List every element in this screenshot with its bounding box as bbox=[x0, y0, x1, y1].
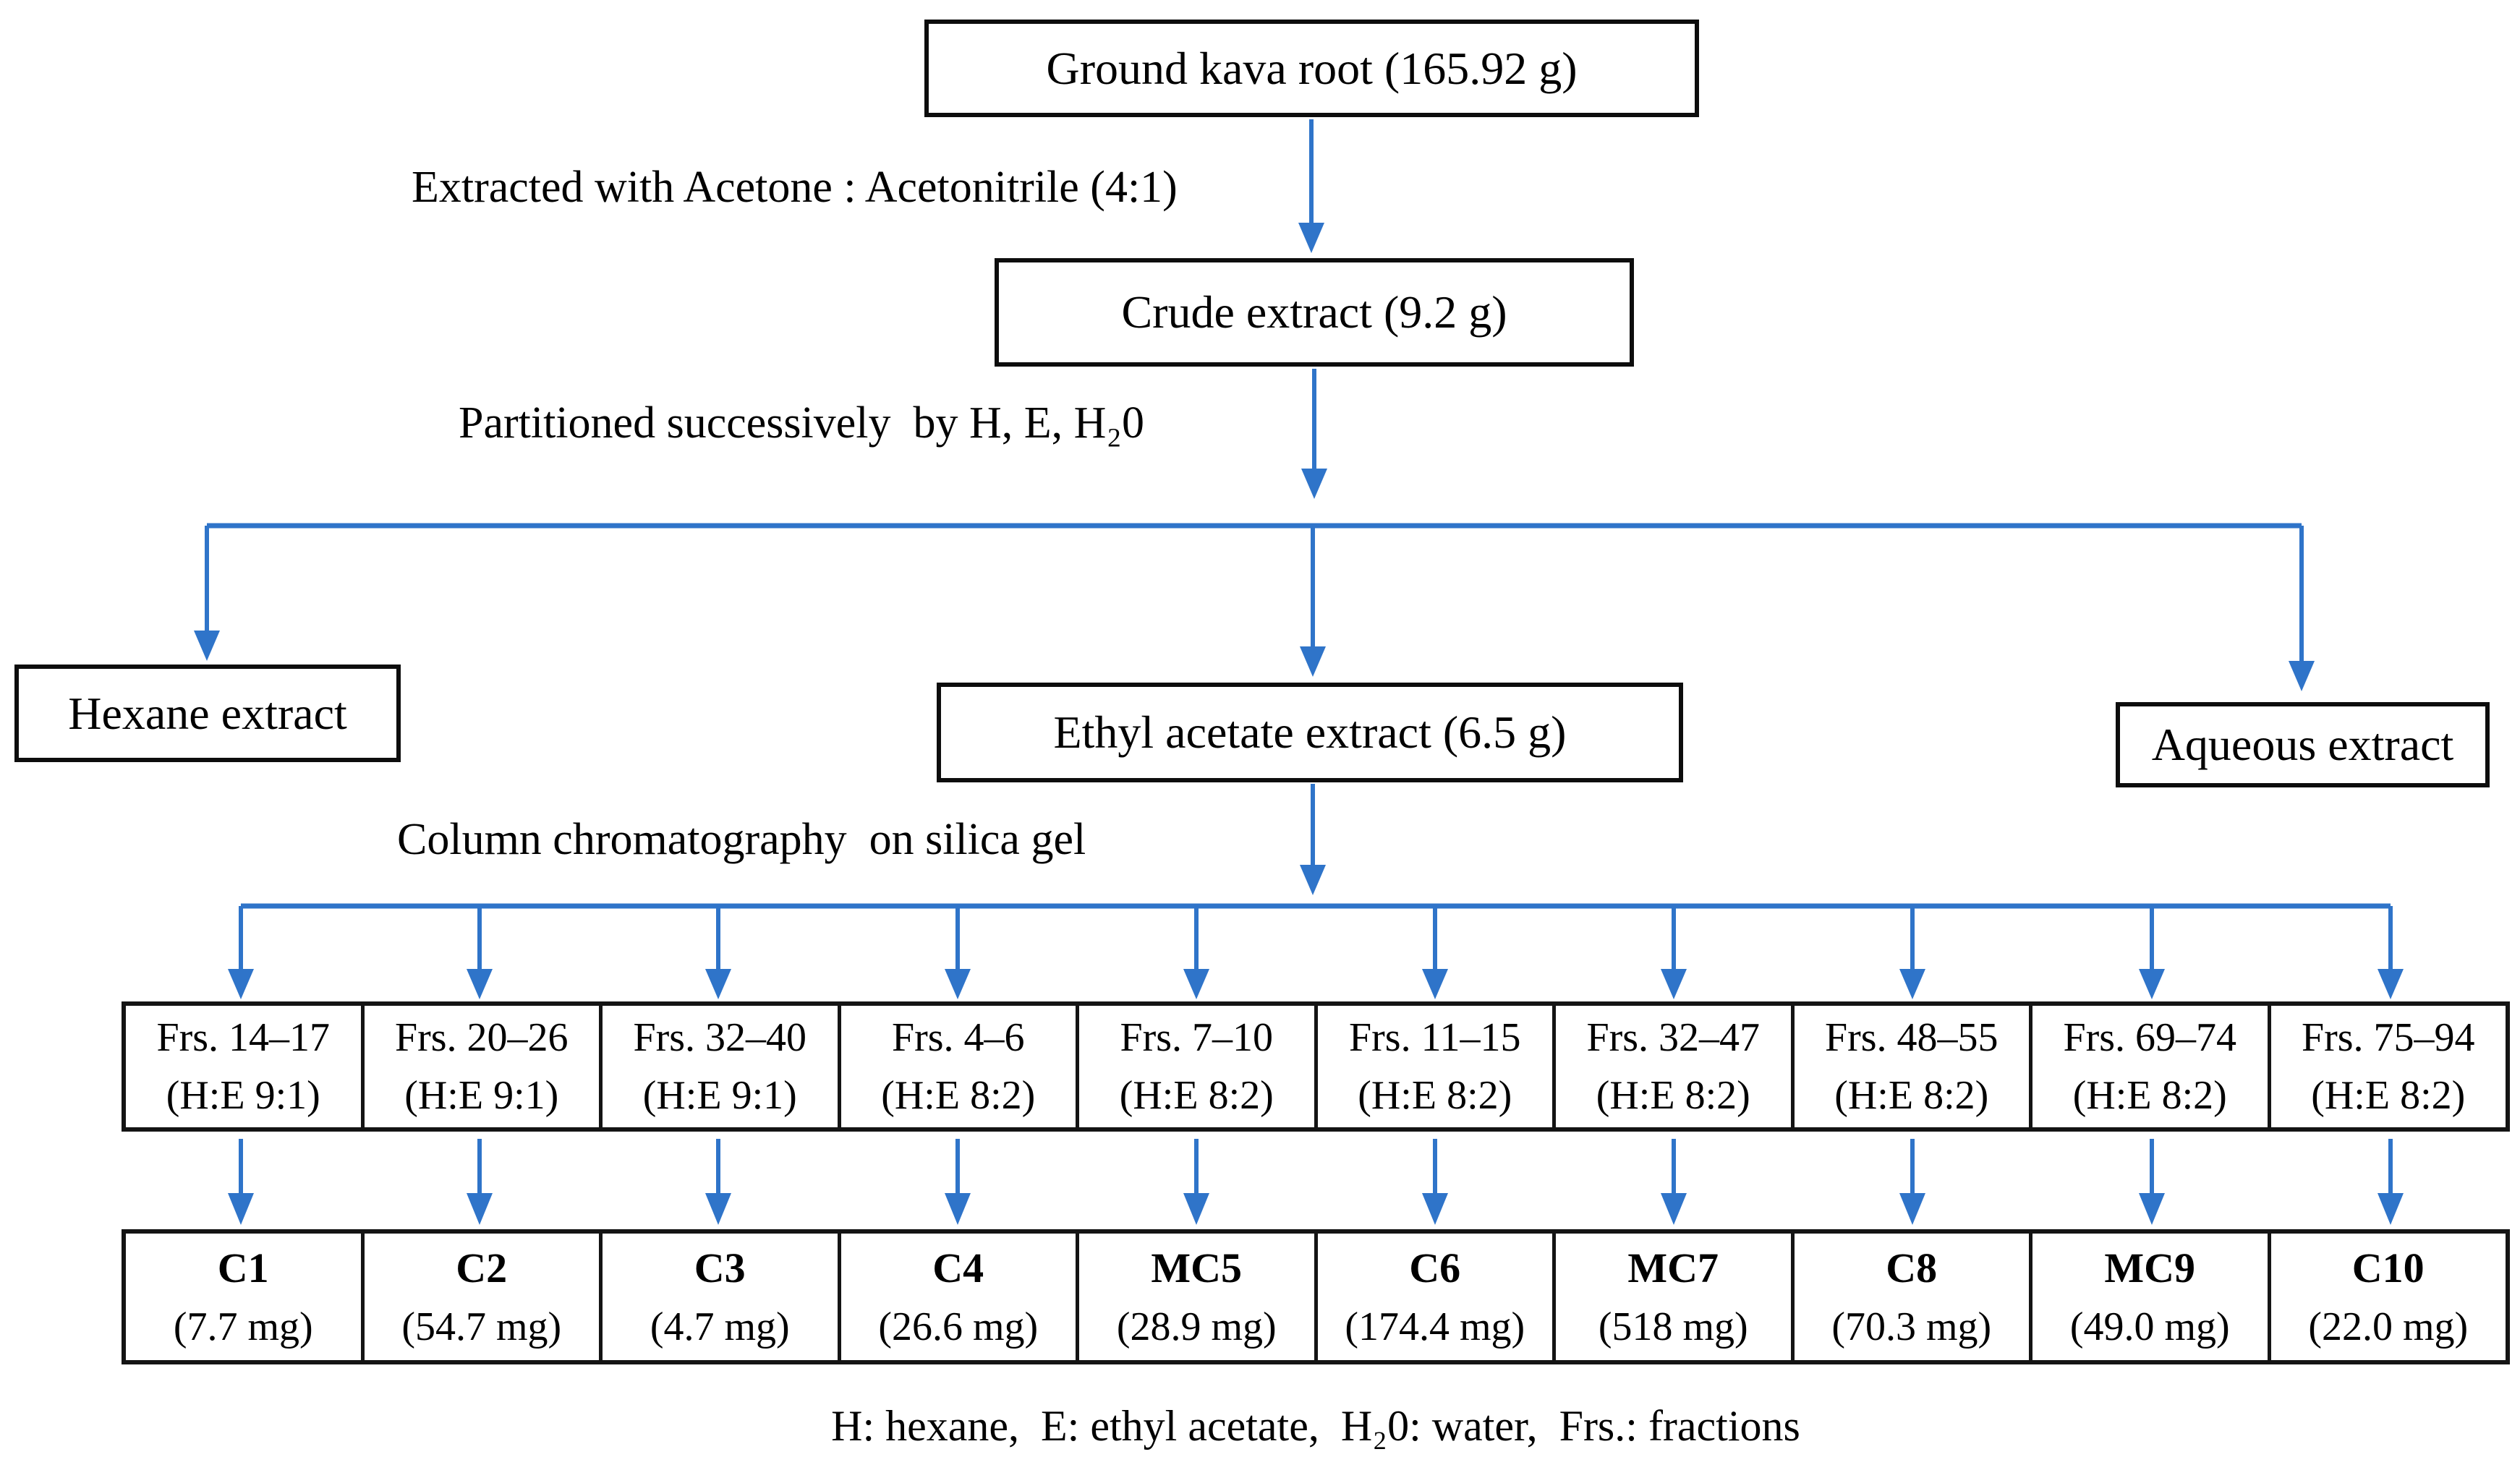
fraction-row: Frs. 14–17 (H:E 9:1) Frs. 20–26 (H:E 9:1… bbox=[122, 1001, 2510, 1132]
fraction-solvent: (H:E 8:2) bbox=[1358, 1073, 1512, 1118]
fraction-solvent: (H:E 8:2) bbox=[2072, 1073, 2227, 1118]
arrows-fractions-to-compounds bbox=[228, 1139, 2404, 1225]
fraction-cell: Frs. 20–26 (H:E 9:1) bbox=[360, 1006, 600, 1127]
compound-cell: MC7 (518 mg) bbox=[1552, 1234, 1791, 1360]
arrow-branch-to-hexane bbox=[194, 526, 220, 661]
fraction-range: Frs. 69–74 bbox=[2063, 1015, 2237, 1060]
step-label-extraction: Extracted with Acetone : Acetonitrile (4… bbox=[412, 163, 1178, 212]
fraction-range: Frs. 20–26 bbox=[394, 1015, 569, 1060]
arrow-ethyl-to-branch bbox=[1300, 784, 1326, 895]
node-hexane-extract: Hexane extract bbox=[14, 665, 401, 762]
compound-name: C4 bbox=[932, 1244, 984, 1291]
fraction-range: Frs. 7–10 bbox=[1120, 1015, 1274, 1060]
compound-cell: C6 (174.4 mg) bbox=[1314, 1234, 1553, 1360]
compound-mass: (26.6 mg) bbox=[878, 1304, 1039, 1349]
node-label: Ground kava root (165.92 g) bbox=[1046, 42, 1578, 94]
fraction-solvent: (H:E 9:1) bbox=[642, 1073, 797, 1118]
fraction-solvent: (H:E 8:2) bbox=[1596, 1073, 1750, 1118]
compound-name: MC7 bbox=[1627, 1244, 1719, 1291]
compound-name: C2 bbox=[456, 1244, 508, 1291]
compound-name: C1 bbox=[217, 1244, 269, 1291]
compound-name: C10 bbox=[2351, 1244, 2425, 1291]
compound-name: MC5 bbox=[1151, 1244, 1243, 1291]
compound-mass: (7.7 mg) bbox=[173, 1304, 313, 1349]
compound-mass: (518 mg) bbox=[1598, 1304, 1748, 1349]
node-label: Crude extract (9.2 g) bbox=[1121, 286, 1507, 338]
arrows-branch-to-fractions bbox=[228, 906, 2404, 999]
fraction-cell: Frs. 7–10 (H:E 8:2) bbox=[1076, 1006, 1314, 1127]
compound-cell: C2 (54.7 mg) bbox=[360, 1234, 600, 1360]
fraction-solvent: (H:E 8:2) bbox=[2311, 1073, 2466, 1118]
fraction-cell: Frs. 4–6 (H:E 8:2) bbox=[837, 1006, 1076, 1127]
fraction-range: Frs. 14–17 bbox=[156, 1015, 331, 1060]
compound-name: C3 bbox=[694, 1244, 746, 1291]
compound-name: C8 bbox=[1886, 1244, 1938, 1291]
fraction-range: Frs. 32–47 bbox=[1586, 1015, 1761, 1060]
compound-cell: MC9 (49.0 mg) bbox=[2029, 1234, 2268, 1360]
compound-cell: C4 (26.6 mg) bbox=[837, 1234, 1076, 1360]
fraction-range: Frs. 4–6 bbox=[891, 1015, 1025, 1060]
fraction-range: Frs. 11–15 bbox=[1348, 1015, 1521, 1060]
fraction-solvent: (H:E 9:1) bbox=[166, 1073, 320, 1118]
compound-mass: (49.0 mg) bbox=[2069, 1304, 2230, 1349]
compound-mass: (174.4 mg) bbox=[1345, 1304, 1525, 1349]
node-ground-kava-root: Ground kava root (165.92 g) bbox=[924, 20, 1699, 117]
fraction-solvent: (H:E 9:1) bbox=[404, 1073, 559, 1118]
compound-row: C1 (7.7 mg) C2 (54.7 mg) C3 (4.7 mg) C4 … bbox=[122, 1229, 2510, 1364]
node-label: Hexane extract bbox=[68, 687, 347, 739]
fraction-cell: Frs. 32–47 (H:E 8:2) bbox=[1552, 1006, 1791, 1127]
compound-cell: MC5 (28.9 mg) bbox=[1076, 1234, 1314, 1360]
arrow-branch-to-aqueous bbox=[2289, 526, 2315, 691]
compound-mass: (22.0 mg) bbox=[2308, 1304, 2469, 1349]
legend-text: H: hexane, E: ethyl acetate, H₂0: water,… bbox=[831, 1402, 1800, 1450]
compound-cell: C10 (22.0 mg) bbox=[2267, 1234, 2506, 1360]
fraction-cell: Frs. 69–74 (H:E 8:2) bbox=[2029, 1006, 2268, 1127]
compound-mass: (4.7 mg) bbox=[650, 1304, 790, 1349]
compound-name: C6 bbox=[1409, 1244, 1461, 1291]
fraction-cell: Frs. 11–15 (H:E 8:2) bbox=[1314, 1006, 1553, 1127]
node-crude-extract: Crude extract (9.2 g) bbox=[995, 258, 1634, 367]
arrow-branch-to-ethyl bbox=[1300, 526, 1326, 677]
compound-cell: C8 (70.3 mg) bbox=[1790, 1234, 2030, 1360]
node-label: Ethyl acetate extract (6.5 g) bbox=[1053, 706, 1567, 758]
step-label-partition: Partitioned successively by H, E, H₂0 bbox=[459, 398, 1145, 448]
compound-mass: (54.7 mg) bbox=[401, 1304, 562, 1349]
fraction-cell: Frs. 75–94 (H:E 8:2) bbox=[2267, 1006, 2506, 1127]
fraction-range: Frs. 32–40 bbox=[633, 1015, 807, 1060]
step-label-chromatography: Column chromatography on silica gel bbox=[397, 815, 1086, 864]
compound-name: MC9 bbox=[2104, 1244, 2196, 1291]
fraction-solvent: (H:E 8:2) bbox=[881, 1073, 1036, 1118]
compound-cell: C1 (7.7 mg) bbox=[126, 1234, 361, 1360]
compound-mass: (28.9 mg) bbox=[1116, 1304, 1277, 1349]
arrow-crude-to-branch bbox=[1301, 369, 1327, 499]
arrow-ground-to-crude bbox=[1298, 119, 1324, 253]
node-aqueous-extract: Aqueous extract bbox=[2116, 702, 2490, 787]
compound-mass: (70.3 mg) bbox=[1831, 1304, 1992, 1349]
fraction-cell: Frs. 14–17 (H:E 9:1) bbox=[126, 1006, 361, 1127]
fraction-range: Frs. 48–55 bbox=[1824, 1015, 1998, 1060]
node-label: Aqueous extract bbox=[2151, 719, 2454, 770]
fraction-cell: Frs. 48–55 (H:E 8:2) bbox=[1790, 1006, 2030, 1127]
fraction-cell: Frs. 32–40 (H:E 9:1) bbox=[599, 1006, 838, 1127]
compound-cell: C3 (4.7 mg) bbox=[599, 1234, 838, 1360]
node-ethyl-acetate-extract: Ethyl acetate extract (6.5 g) bbox=[937, 683, 1683, 782]
fraction-solvent: (H:E 8:2) bbox=[1119, 1073, 1274, 1118]
fraction-solvent: (H:E 8:2) bbox=[1834, 1073, 1989, 1118]
fraction-range: Frs. 75–94 bbox=[2301, 1015, 2475, 1060]
